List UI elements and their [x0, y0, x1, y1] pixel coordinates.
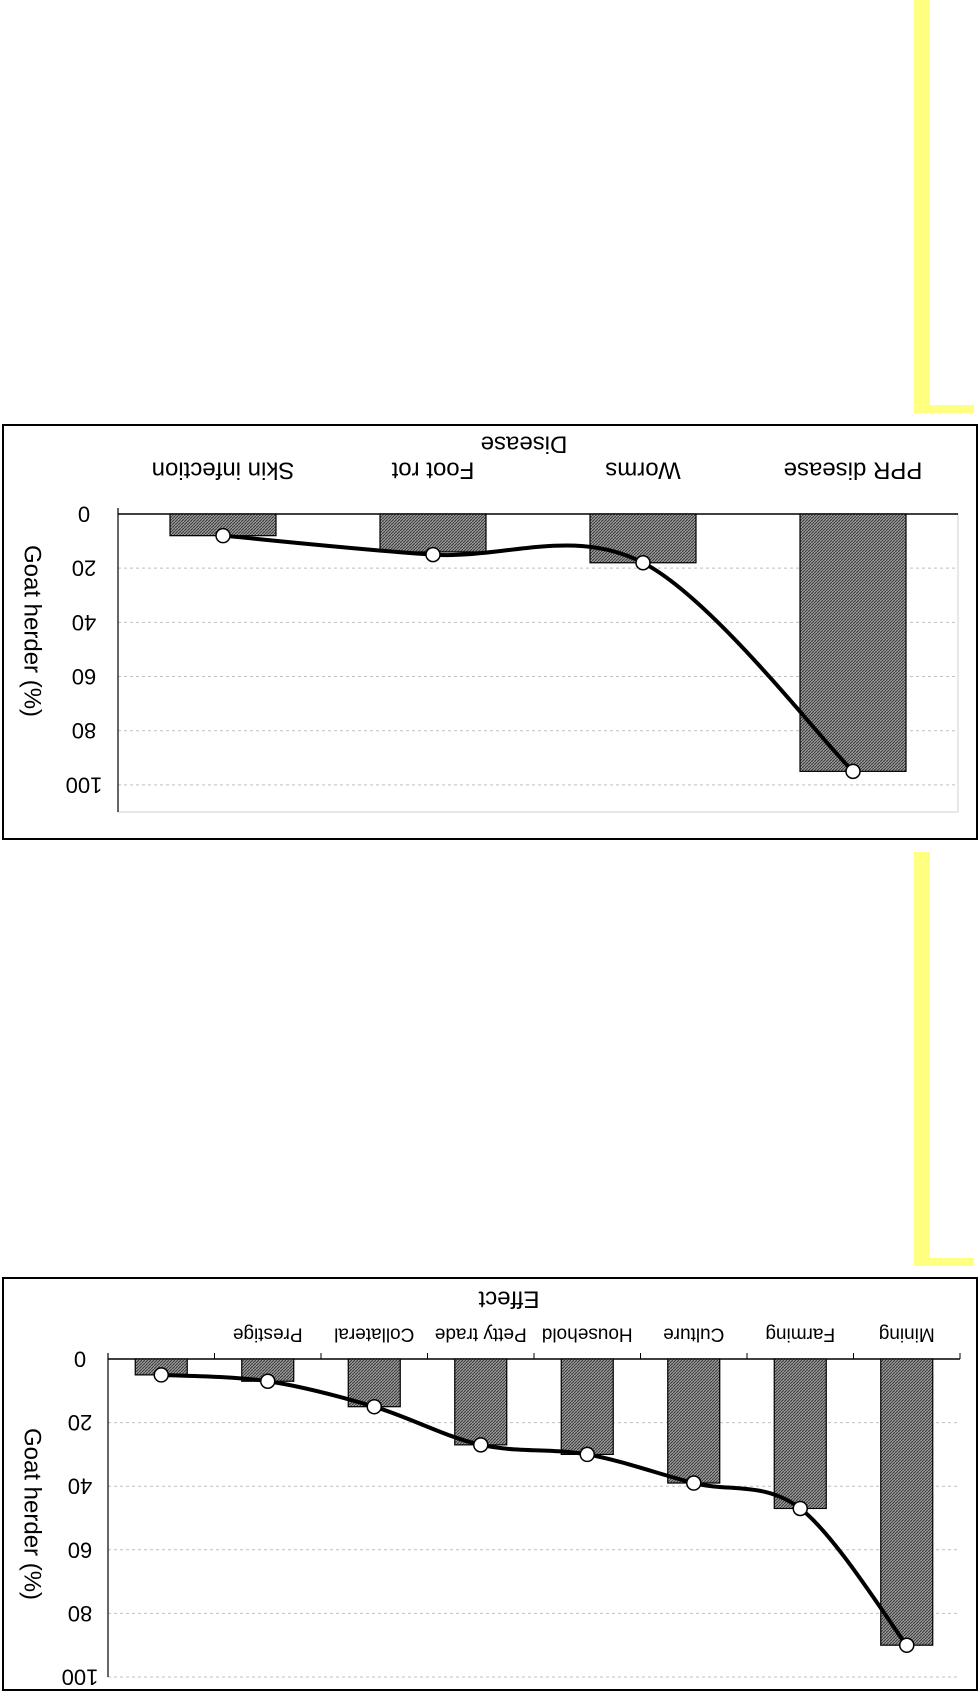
category-label-worms: Worms	[605, 457, 681, 484]
y-tick-label-40: 40	[68, 1474, 92, 1499]
y-tick-label-20: 20	[72, 556, 96, 581]
trend-line	[221, 533, 855, 774]
chart-title: Effect	[478, 1286, 539, 1313]
trend-marker-blank	[153, 1367, 169, 1383]
trend-marker-petty-trade	[473, 1437, 489, 1453]
effect-chart: 0 20 40 60 80 100 Mining Farming Culture Househol…	[19, 1286, 961, 1690]
category-label-culture: Culture	[663, 1324, 724, 1345]
trend-marker-culture	[686, 1475, 702, 1491]
bar-mining	[880, 1358, 934, 1646]
trend-marker-farming	[792, 1500, 808, 1517]
y-tick-label-40: 40	[72, 610, 96, 635]
trend-marker-mining	[899, 1637, 915, 1653]
trend-marker-worms	[635, 555, 651, 571]
category-label-farming: Farming	[765, 1324, 835, 1345]
y-tick-label-80: 80	[68, 1601, 92, 1626]
bar-foot-rot	[379, 513, 487, 553]
y-tick-label-100: 100	[62, 1665, 99, 1690]
effect-chart-panel: 0 20 40 60 80 100 Mining Farming Culture Househol…	[2, 1277, 978, 1691]
trend-marker-foot-rot	[425, 546, 441, 563]
category-label-prestige: Prestige	[233, 1324, 303, 1345]
bar-farming	[773, 1358, 827, 1510]
trend-marker-household	[579, 1446, 595, 1463]
highlight-strip-top-foot	[930, 405, 974, 413]
y-tick-label-60: 60	[68, 1537, 92, 1562]
y-tick-label-100: 100	[66, 772, 103, 797]
disease-chart-panel: 0 20 40 60 80 100 PPR disease Worms Foot rot Skin…	[2, 424, 978, 840]
trend-marker-collateral	[366, 1398, 382, 1415]
bar-household	[560, 1358, 614, 1456]
category-label-petty-trade: Petty trade	[435, 1324, 527, 1345]
trend-marker-skin-infection	[215, 527, 231, 544]
bar-ppr-disease	[799, 513, 907, 772]
y-tick-label-0: 0	[74, 1347, 86, 1372]
bar-worms	[589, 513, 697, 564]
category-label-mining: Mining	[879, 1324, 935, 1345]
category-label-ppr-disease: PPR disease	[784, 457, 923, 484]
bar-culture	[667, 1358, 721, 1484]
category-label-skin-infection: Skin infection	[152, 457, 295, 484]
disease-chart: 0 20 40 60 80 100 PPR disease Worms Foot rot Skin…	[19, 431, 959, 813]
bar-collateral	[347, 1358, 401, 1408]
highlight-strip-middle-foot	[930, 1258, 974, 1266]
bar-petty-trade	[454, 1358, 508, 1446]
y-tick-label-80: 80	[72, 718, 96, 743]
category-label-foot-rot: Foot rot	[391, 457, 474, 484]
trend-marker-ppr-disease	[845, 763, 861, 780]
trend-marker-prestige	[260, 1373, 276, 1390]
chart-title: Disease	[481, 431, 568, 458]
category-label-household: Household	[542, 1324, 633, 1345]
y-tick-label-20: 20	[68, 1410, 92, 1435]
y-axis-label: Goat herder (%)	[19, 1428, 46, 1600]
y-tick-label-0: 0	[78, 502, 90, 527]
highlight-strip-top	[914, 0, 930, 413]
y-tick-label-60: 60	[72, 664, 96, 689]
highlight-strip-middle	[914, 852, 930, 1266]
category-label-collateral: Collateral	[334, 1324, 414, 1345]
y-axis-label: Goat herder (%)	[19, 545, 46, 717]
